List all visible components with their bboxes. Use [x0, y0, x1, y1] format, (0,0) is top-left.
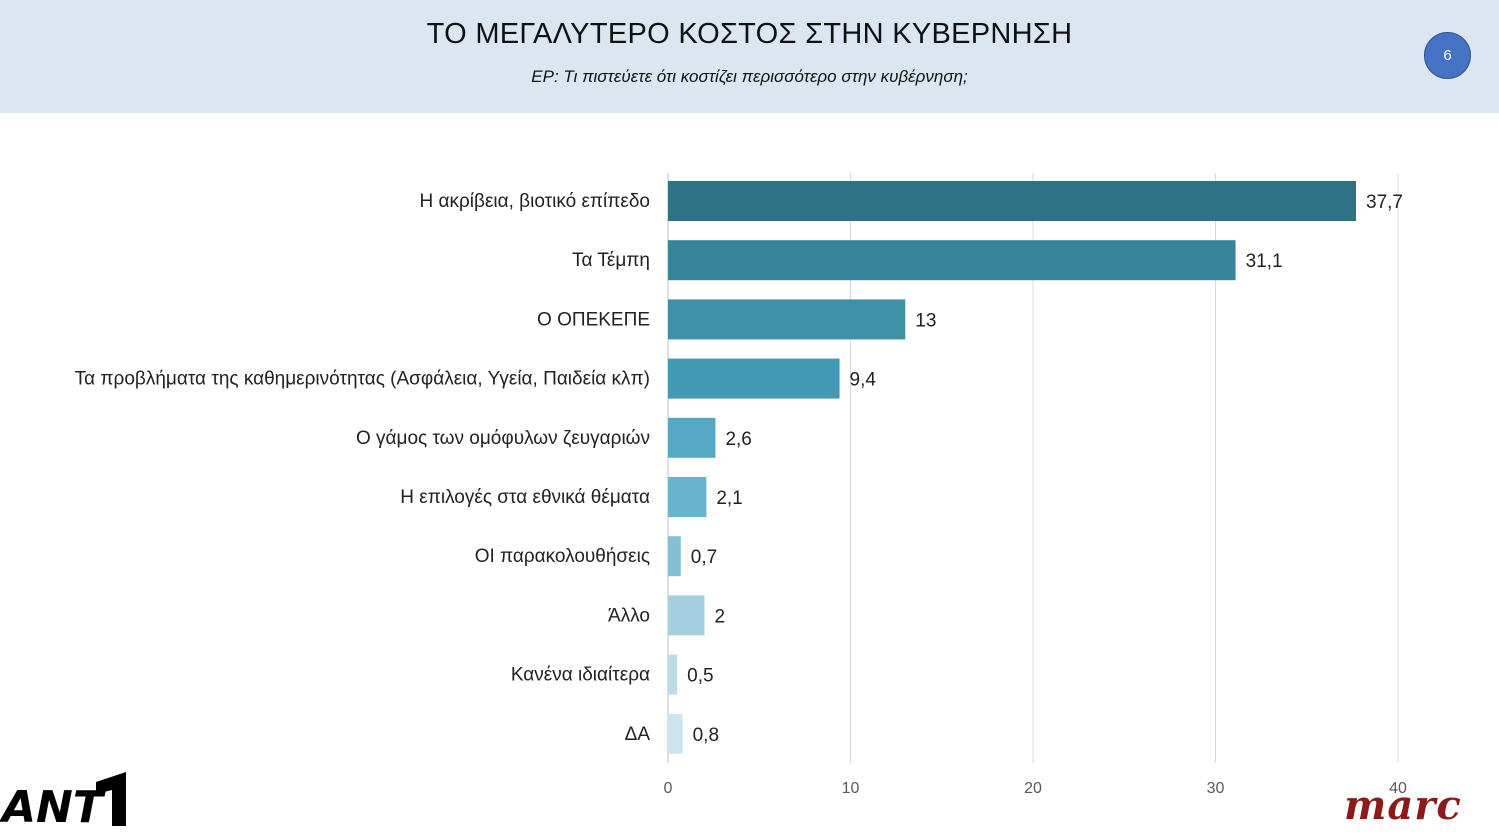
x-tick-label: 20: [1024, 780, 1042, 797]
bar: [668, 536, 681, 577]
bar: [668, 181, 1357, 221]
bar: [668, 713, 683, 754]
category-label: Ο ΟΠΕΚΕΠΕ: [537, 309, 650, 330]
category-label: Τα Τέμπη: [572, 250, 650, 271]
x-tick-label: 40: [1389, 780, 1407, 797]
data-label: 13: [915, 310, 936, 331]
bar: [668, 299, 906, 340]
category-label: Η επιλογές στα εθνικά θέματα: [400, 487, 650, 508]
data-label: 37,7: [1366, 192, 1403, 213]
data-label: 2: [715, 606, 726, 627]
x-tick-label: 0: [664, 780, 673, 797]
ant1-logo: ANT: [0, 772, 126, 830]
data-label: 31,1: [1246, 251, 1283, 272]
category-label: Άλλο: [608, 605, 650, 626]
data-label: 2,6: [725, 429, 751, 450]
data-label: 0,7: [691, 547, 717, 568]
x-tick-label: 30: [1207, 780, 1225, 797]
page-title: ΤΟ ΜΕΓΑΛΥΤΕΡΟ ΚΟΣΤΟΣ ΣΤΗΝ ΚΥΒΕΡΝΗΣΗ: [426, 18, 1073, 50]
page-number-badge: 6: [1424, 32, 1471, 79]
category-label: ΟΙ παρακολουθήσεις: [475, 546, 650, 567]
x-tick-label: 10: [842, 780, 860, 797]
bar: [668, 477, 707, 517]
bar: [668, 654, 678, 695]
marc-logo: marc: [1344, 782, 1462, 829]
bar: [668, 595, 705, 636]
data-label: 2,1: [716, 488, 742, 509]
category-label: Ο γάμος των ομόφυλων ζευγαριών: [356, 428, 650, 449]
category-label: Η ακρίβεια, βιοτικό επίπεδο: [420, 191, 651, 212]
bar: [668, 417, 716, 458]
data-label: 0,5: [687, 666, 713, 687]
data-label: 9,4: [850, 370, 877, 391]
svg-text:ANT: ANT: [0, 782, 106, 830]
header-band: ΤΟ ΜΕΓΑΛΥΤΕΡΟ ΚΟΣΤΟΣ ΣΤΗΝ ΚΥΒΕΡΝΗΣΗ ΕΡ: …: [0, 0, 1499, 113]
bar-chart: 0 10 20 30 40 Η ακρίβεια, βιοτικό επίπεδο 37,7…: [75, 173, 1407, 797]
category-label: Κανένα ιδιαίτερα: [511, 665, 650, 686]
question-subtitle: ΕΡ: Τι πιστεύετε ότι κοστίζει περισσότερ…: [531, 67, 968, 86]
category-label: ΔΑ: [625, 724, 651, 745]
category-label: Τα προβλήματα της καθημερινότητας (Ασφάλ…: [75, 369, 650, 390]
bar: [668, 358, 840, 399]
bar: [668, 240, 1236, 281]
data-label: 0,8: [693, 725, 719, 746]
